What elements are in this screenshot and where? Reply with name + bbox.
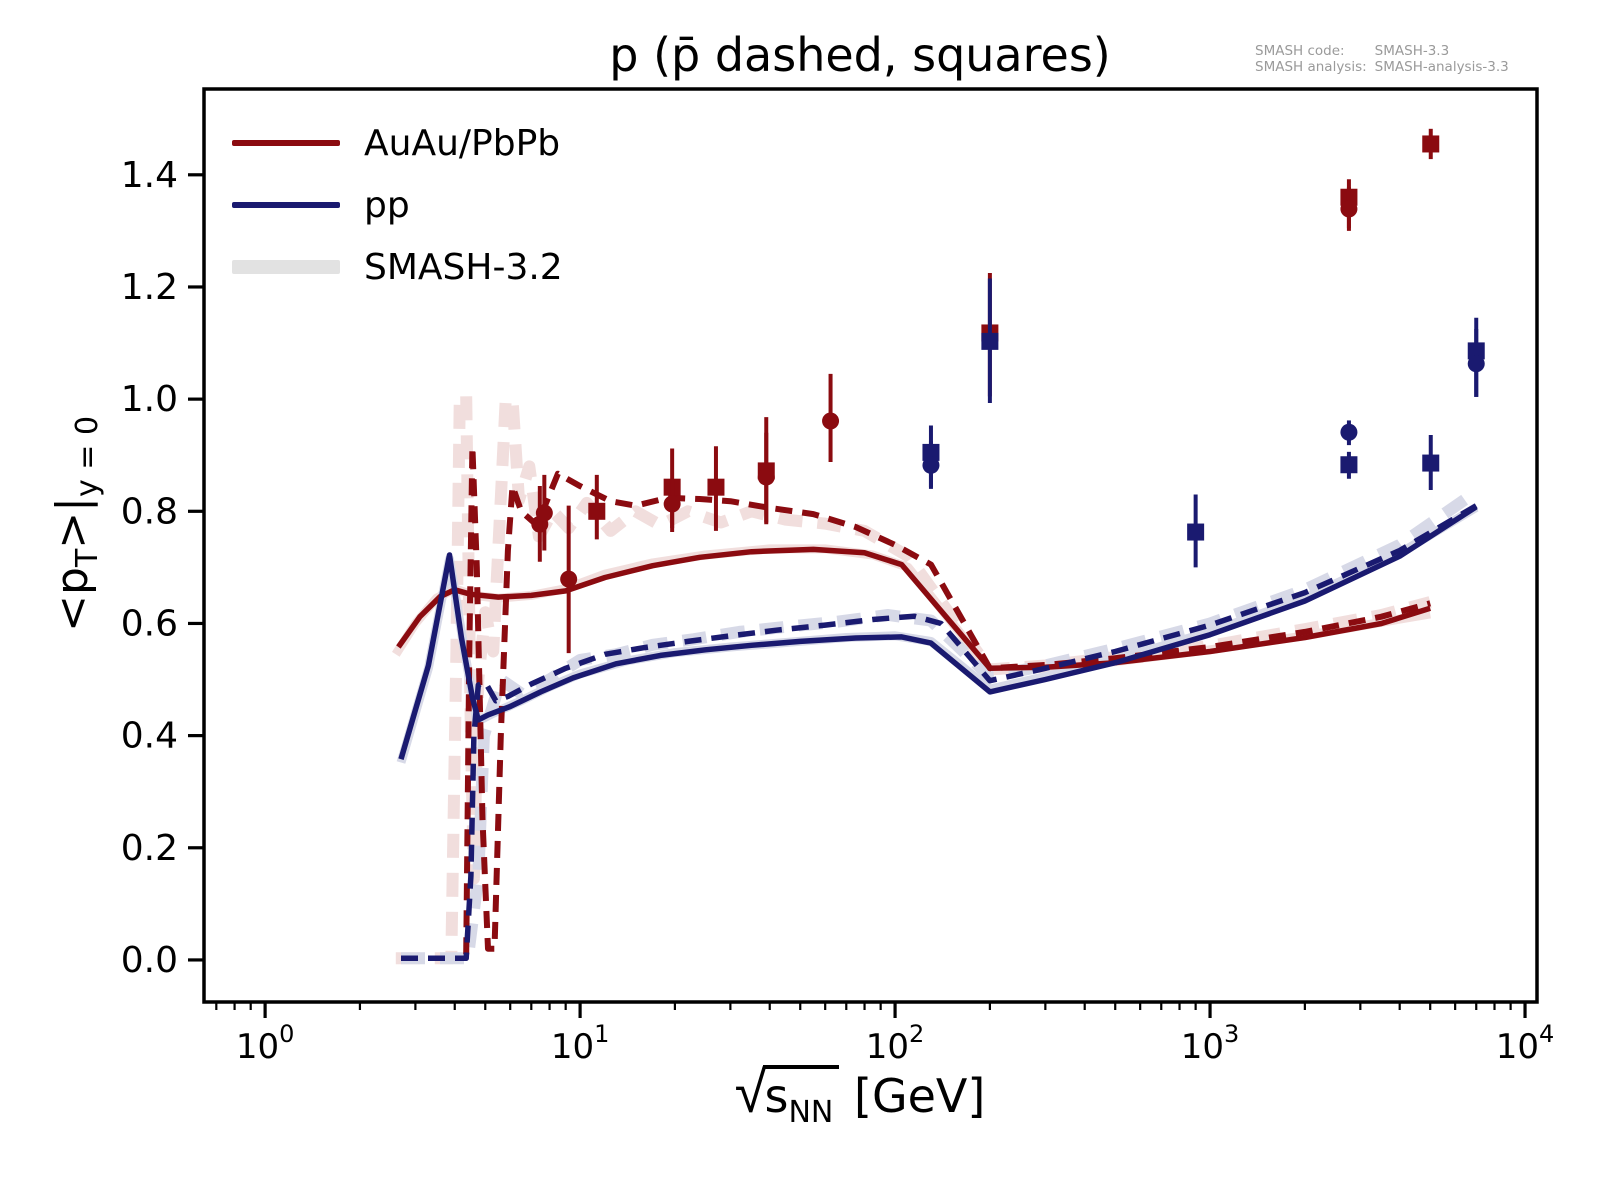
square-marker (1422, 135, 1440, 153)
curve-pp-pbar (401, 503, 1478, 962)
square-marker (981, 332, 999, 350)
legend-item-auau: AuAu/PbPb (232, 112, 563, 174)
x-minor-ticks (215, 1002, 1512, 1010)
auau-line-swatch (232, 140, 340, 146)
circle-marker (1340, 200, 1358, 218)
smash-code-label: SMASH code: (1255, 43, 1345, 59)
smash-version-annotation: SMASH code: SMASH-3.3 SMASH analysis: SM… (1255, 44, 1509, 75)
x-tick-label: 101 (551, 1020, 610, 1067)
chart-title: p (p̄ dashed, squares) (609, 28, 1111, 82)
legend-label-auau: AuAu/PbPb (364, 122, 561, 164)
circle-marker (1467, 355, 1485, 373)
circle-marker (560, 570, 578, 588)
y-tick-label: 0.6 (121, 603, 178, 644)
circle-marker (822, 412, 840, 430)
curve-auau-pbar (463, 443, 1431, 955)
square-marker (1340, 456, 1358, 474)
legend-item-pp: pp (232, 174, 563, 236)
y-tick-label: 0.4 (121, 716, 178, 757)
x-major-ticks: 100 101 102 103 104 (236, 1002, 1554, 1067)
y-major-ticks: 0.0 0.2 0.4 0.6 0.8 1.0 1.2 1.4 (121, 155, 204, 981)
y-tick-label: 1.0 (121, 379, 178, 420)
axes-frame (202, 87, 1539, 1004)
x-axis-label: √sNN [GeV] (734, 1058, 986, 1131)
x-tick-label: 102 (866, 1020, 925, 1067)
y-tick-label: 0.8 (121, 491, 178, 532)
circle-marker (535, 504, 553, 522)
x-tick-label: 104 (1496, 1020, 1555, 1067)
pp-pbar-data (922, 278, 1485, 568)
y-tick-label: 1.2 (121, 267, 178, 308)
pp-line-swatch (232, 202, 340, 208)
legend: AuAu/PbPb pp SMASH-3.2 (232, 112, 563, 298)
circle-marker (1340, 423, 1358, 441)
smash-analysis-value: SMASH-analysis-3.3 (1374, 59, 1509, 75)
legend-label-pp: pp (364, 184, 410, 226)
circle-marker (922, 456, 940, 474)
auau-pbar-data (588, 128, 1440, 540)
auau-p-data (531, 187, 1358, 654)
y-tick-label: 0.2 (121, 828, 178, 869)
pp-p-data (922, 329, 1485, 489)
square-marker (1187, 523, 1205, 541)
x-tick-label: 100 (236, 1020, 295, 1067)
smash-code-value: SMASH-3.3 (1374, 43, 1450, 59)
legend-item-smash32: SMASH-3.2 (232, 236, 563, 298)
legend-label-smash32: SMASH-3.2 (364, 246, 563, 288)
square-marker (588, 502, 606, 520)
curve-auau-p (396, 546, 1432, 672)
y-axis-label: <pT>|y = 0 (47, 415, 105, 632)
x-tick-label: 103 (1181, 1020, 1240, 1067)
curve-smash32-pp-pbar (401, 486, 1480, 965)
square-marker (707, 478, 725, 496)
curve-pp-p (398, 504, 1478, 760)
smash-analysis-label: SMASH analysis: (1255, 59, 1367, 75)
circle-marker (757, 468, 775, 486)
square-marker (1422, 454, 1440, 472)
y-tick-label: 0.0 (121, 940, 178, 981)
smash32-line-swatch (232, 260, 340, 274)
y-tick-label: 1.4 (121, 155, 178, 196)
circle-marker (663, 495, 681, 513)
